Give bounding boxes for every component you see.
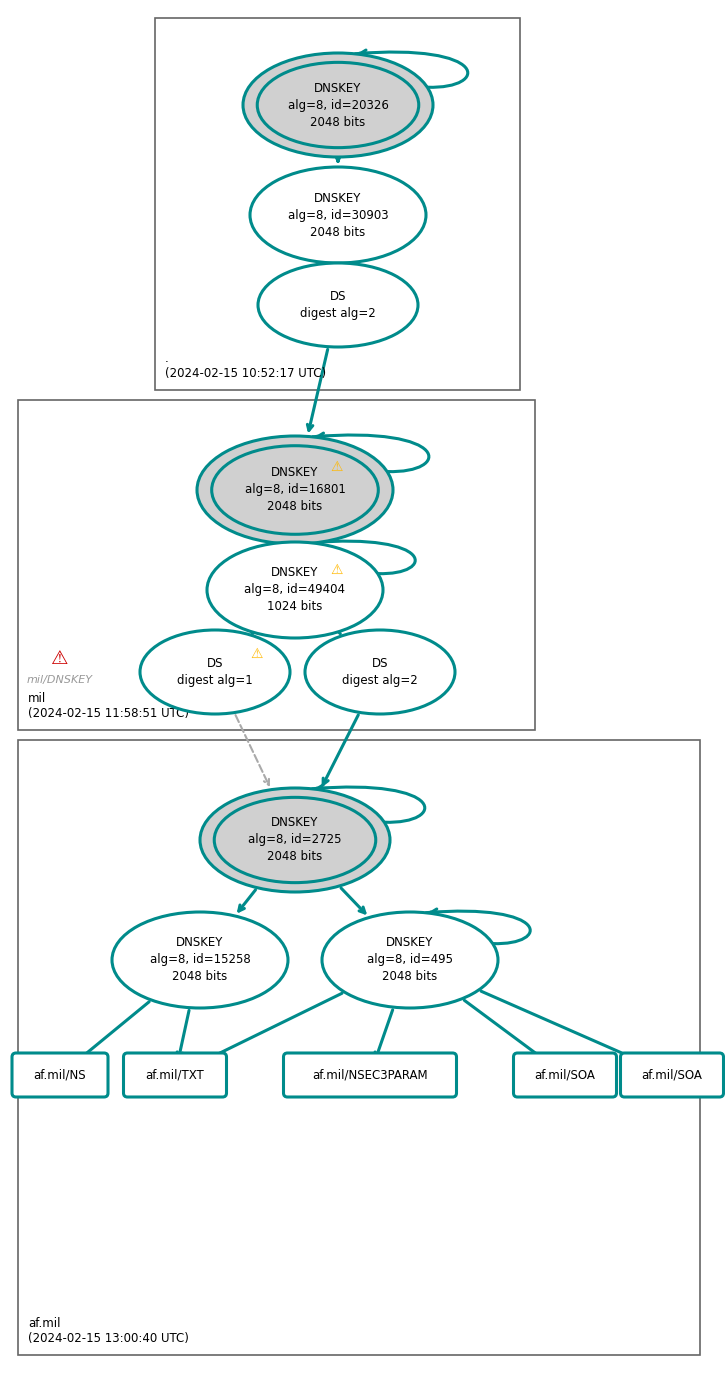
Text: af.mil/TXT: af.mil/TXT <box>146 1068 204 1082</box>
FancyBboxPatch shape <box>123 1053 226 1097</box>
Ellipse shape <box>207 542 383 638</box>
Ellipse shape <box>250 167 426 263</box>
Text: ⚠: ⚠ <box>51 649 69 667</box>
Ellipse shape <box>322 912 498 1007</box>
Text: af.mil
(2024-02-15 13:00:40 UTC): af.mil (2024-02-15 13:00:40 UTC) <box>28 1317 189 1345</box>
Text: af.mil/SOA: af.mil/SOA <box>642 1068 703 1082</box>
Text: .
(2024-02-15 10:52:17 UTC): . (2024-02-15 10:52:17 UTC) <box>165 351 326 380</box>
Bar <box>18 400 535 730</box>
FancyBboxPatch shape <box>513 1053 616 1097</box>
Ellipse shape <box>243 52 433 157</box>
Text: ⚠: ⚠ <box>331 562 343 577</box>
Bar <box>155 18 520 390</box>
Text: mil
(2024-02-15 11:58:51 UTC): mil (2024-02-15 11:58:51 UTC) <box>28 692 189 719</box>
Text: af.mil/SOA: af.mil/SOA <box>534 1068 595 1082</box>
Bar <box>18 740 700 1355</box>
Text: DNSKEY
alg=8, id=2725
2048 bits: DNSKEY alg=8, id=2725 2048 bits <box>248 817 341 864</box>
Ellipse shape <box>112 912 288 1007</box>
Text: af.mil/NS: af.mil/NS <box>33 1068 86 1082</box>
Text: ⚠: ⚠ <box>251 648 263 661</box>
Text: DNSKEY
alg=8, id=15258
2048 bits: DNSKEY alg=8, id=15258 2048 bits <box>149 937 250 984</box>
Ellipse shape <box>197 435 393 544</box>
Text: DS
digest alg=1: DS digest alg=1 <box>177 657 253 688</box>
Text: DNSKEY
alg=8, id=49404
1024 bits: DNSKEY alg=8, id=49404 1024 bits <box>244 566 346 613</box>
FancyBboxPatch shape <box>283 1053 457 1097</box>
Text: DS
digest alg=2: DS digest alg=2 <box>300 289 376 320</box>
Ellipse shape <box>305 630 455 714</box>
Ellipse shape <box>200 788 390 892</box>
Ellipse shape <box>140 630 290 714</box>
Text: DNSKEY
alg=8, id=20326
2048 bits: DNSKEY alg=8, id=20326 2048 bits <box>288 81 389 128</box>
Text: DNSKEY
alg=8, id=495
2048 bits: DNSKEY alg=8, id=495 2048 bits <box>367 937 453 984</box>
Text: DNSKEY
alg=8, id=16801
2048 bits: DNSKEY alg=8, id=16801 2048 bits <box>244 467 345 514</box>
Text: DNSKEY
alg=8, id=30903
2048 bits: DNSKEY alg=8, id=30903 2048 bits <box>288 192 389 238</box>
Ellipse shape <box>258 263 418 347</box>
FancyBboxPatch shape <box>621 1053 724 1097</box>
Text: af.mil/NSEC3PARAM: af.mil/NSEC3PARAM <box>312 1068 428 1082</box>
FancyBboxPatch shape <box>12 1053 108 1097</box>
Text: DS
digest alg=2: DS digest alg=2 <box>342 657 418 688</box>
Text: ⚠: ⚠ <box>331 460 343 474</box>
Text: mil/DNSKEY: mil/DNSKEY <box>27 675 93 685</box>
